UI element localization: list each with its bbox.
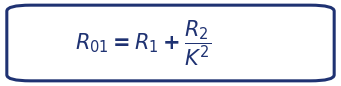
Text: $\boldsymbol{R_{01} = R_1 + \dfrac{R_2}{K^2}}$: $\boldsymbol{R_{01} = R_1 + \dfrac{R_2}{… [75,18,211,68]
FancyBboxPatch shape [7,5,334,81]
